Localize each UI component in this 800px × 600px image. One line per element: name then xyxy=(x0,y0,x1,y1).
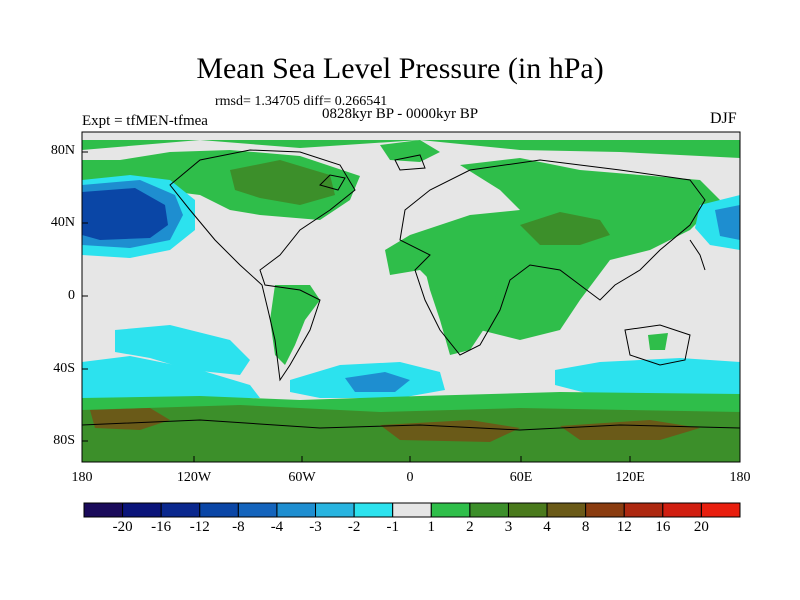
colorbar-label: -1 xyxy=(386,519,399,535)
season-label: DJF xyxy=(710,110,737,127)
colorbar-swatch xyxy=(430,502,471,518)
lon-label-120e: 120E xyxy=(615,470,645,485)
lat-label-40s: 40S xyxy=(53,361,75,376)
stats-text: rmsd= 1.34705 diff= 0.266541 xyxy=(215,94,388,109)
colorbar-label: -4 xyxy=(270,519,284,535)
arctic-green-region xyxy=(82,140,740,158)
south-indian-cyan xyxy=(555,358,740,398)
south-ocean-cyan-west xyxy=(82,356,260,400)
lat-label-80s: 80S xyxy=(53,433,75,448)
australia-green xyxy=(648,333,668,350)
antarctic-brown-region xyxy=(90,408,700,442)
map-frame xyxy=(81,131,741,463)
colorbar-label: 8 xyxy=(581,519,590,535)
experiment-label: Expt = tfMEN-tfmea xyxy=(82,113,208,129)
south-pacific-cyan xyxy=(115,325,250,375)
colorbar-swatch xyxy=(546,502,587,518)
north-pacific-low-east-core xyxy=(715,205,740,240)
north-atlantic-green xyxy=(380,140,440,162)
colorbar-label: 16 xyxy=(655,519,671,535)
colorbar-label: -20 xyxy=(112,519,133,535)
map-field xyxy=(82,132,740,462)
colorbar-swatch xyxy=(353,502,394,518)
colorbar-swatch xyxy=(122,502,162,518)
lat-label-80n: 80N xyxy=(50,143,75,158)
lon-label-60w: 60W xyxy=(288,470,316,485)
north-pacific-low-core xyxy=(82,188,168,240)
colorbar-label: -16 xyxy=(151,519,172,535)
colorbar-swatch xyxy=(83,502,124,518)
colorbar-swatch xyxy=(507,502,548,518)
colorbar-label: 4 xyxy=(543,519,551,535)
north-america-olive xyxy=(230,160,335,205)
lon-label-60e: 60E xyxy=(509,470,533,485)
colorbar-swatch xyxy=(237,502,278,518)
map-title: Mean Sea Level Pressure (in hPa) xyxy=(196,52,604,85)
colorbar-label: 20 xyxy=(693,519,709,535)
coastlines xyxy=(82,149,740,431)
colorbar-swatch xyxy=(392,502,432,518)
colorbar-label: -8 xyxy=(232,519,245,535)
lon-label-180w: 180 xyxy=(71,470,93,485)
africa-green xyxy=(420,250,500,355)
south-america-green xyxy=(270,285,320,365)
lon-label-180e: 180 xyxy=(729,470,751,485)
south-atlantic-core xyxy=(345,372,410,392)
colorbar xyxy=(83,502,741,518)
colorbar-label: 1 xyxy=(427,519,436,535)
colorbar-swatch xyxy=(662,502,702,518)
colorbar-swatch xyxy=(585,502,625,518)
colorbar-swatch xyxy=(199,502,239,518)
lat-label-0: 0 xyxy=(68,288,75,303)
colorbar-swatch xyxy=(315,502,355,518)
colorbar-swatch xyxy=(623,502,664,518)
colorbar-label: -3 xyxy=(309,519,322,535)
colorbar-label: 12 xyxy=(616,519,632,535)
axis-ticks xyxy=(82,151,631,462)
lon-label-120w: 120W xyxy=(176,470,212,485)
period-text: 0828kyr BP - 0000kyr BP xyxy=(322,106,479,122)
colorbar-swatch xyxy=(700,502,741,518)
colorbar-label: -2 xyxy=(347,519,361,535)
colorbar-swatch xyxy=(276,502,317,518)
colorbar-label: 3 xyxy=(504,519,513,535)
colorbar-swatch xyxy=(160,502,201,518)
lon-label-0: 0 xyxy=(406,470,414,485)
colorbar-swatch xyxy=(469,502,509,518)
colorbar-label: -12 xyxy=(189,519,210,535)
colorbar-label: 2 xyxy=(466,519,474,535)
lat-label-40n: 40N xyxy=(50,215,75,230)
asia-olive xyxy=(520,212,610,245)
